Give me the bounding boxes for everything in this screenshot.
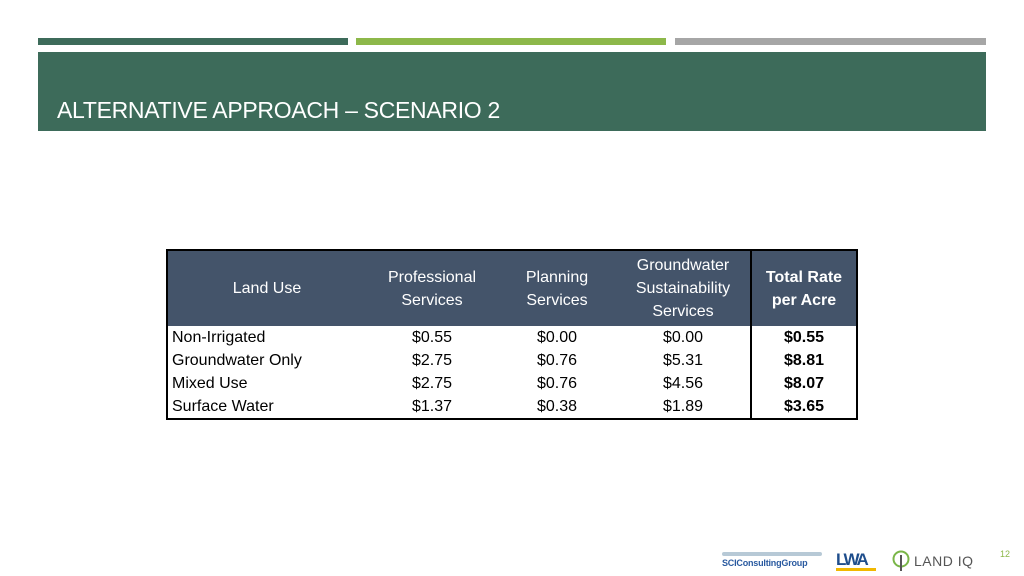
cell-professional: $2.75 [411,374,453,392]
accent-stripe-gray [675,38,986,45]
header-groundwater-line2: Sustainability [635,280,731,297]
table-header: Land Use Professional Services Planning … [167,250,857,326]
header-groundwater-line1: Groundwater [636,257,730,274]
page-number: 12 [1000,549,1011,559]
header-total-line1: Total Rate [765,268,843,286]
cell-total: $8.81 [750,349,857,372]
header-land-use: Land Use [167,250,366,326]
cell-professional: $0.55 [411,328,453,346]
lwa-logo-swoosh [836,568,876,571]
header-land-use-label: Land Use [232,280,302,297]
cell-total: $0.55 [750,326,857,349]
table-body: Non-Irrigated $0.55 $0.00 $0.00 $0.55 Gr… [167,326,857,419]
land-iq-logo: LAND IQ [890,550,980,572]
cell-land-use: Groundwater Only [172,351,302,369]
header-professional-services: Professional Services [366,250,498,326]
header-total-line2: per Acre [771,291,837,309]
table-row: Mixed Use $2.75 $0.76 $4.56 $8.07 [167,372,857,395]
header-planning-line2: Services [526,291,588,309]
land-iq-logo-text: LAND IQ [914,553,974,569]
lwa-logo-text: LWA [836,550,869,569]
rate-table: Land Use Professional Services Planning … [166,249,858,420]
cell-land-use: Non-Irrigated [172,328,266,346]
cell-planning: $0.38 [536,397,578,415]
sci-logo-text: SCIConsultingGroup [722,558,808,568]
sci-logo-bar [722,552,822,556]
header-professional-line1: Professional [387,268,477,286]
accent-stripe-dark-green [38,38,348,45]
cell-groundwater: $4.56 [662,374,704,392]
header-groundwater-line3: Services [652,303,714,320]
header-total-rate: Total Rate per Acre [750,250,857,326]
cell-planning: $0.76 [536,351,578,369]
cell-groundwater: $5.31 [662,351,704,369]
table-row: Surface Water $1.37 $0.38 $1.89 $3.65 [167,395,857,419]
cell-professional: $1.37 [411,397,453,415]
header-professional-line2: Services [401,291,463,309]
title-bar: ALTERNATIVE APPROACH – SCENARIO 2 [38,52,986,131]
header-groundwater-sustainability: Groundwater Sustainability Services [616,250,751,326]
table-row: Groundwater Only $2.75 $0.76 $5.31 $8.81 [167,349,857,372]
slide-title: ALTERNATIVE APPROACH – SCENARIO 2 [57,97,500,123]
cell-groundwater: $0.00 [662,328,704,346]
cell-total: $8.07 [750,372,857,395]
cell-land-use: Mixed Use [172,374,248,392]
accent-stripe-light-green [356,38,666,45]
land-iq-leaf-icon [892,550,910,571]
cell-groundwater: $1.89 [662,397,704,415]
lwa-logo: LWA [836,550,876,572]
header-row: Land Use Professional Services Planning … [167,250,857,326]
cell-planning: $0.00 [536,328,578,346]
header-planning-line1: Planning [525,268,589,286]
header-planning-services: Planning Services [498,250,616,326]
table-row: Non-Irrigated $0.55 $0.00 $0.00 $0.55 [167,326,857,349]
sci-consulting-group-logo: SCIConsultingGroup [722,552,822,570]
cell-professional: $2.75 [411,351,453,369]
cell-total: $3.65 [750,395,857,419]
cell-land-use: Surface Water [172,397,274,415]
cell-planning: $0.76 [536,374,578,392]
